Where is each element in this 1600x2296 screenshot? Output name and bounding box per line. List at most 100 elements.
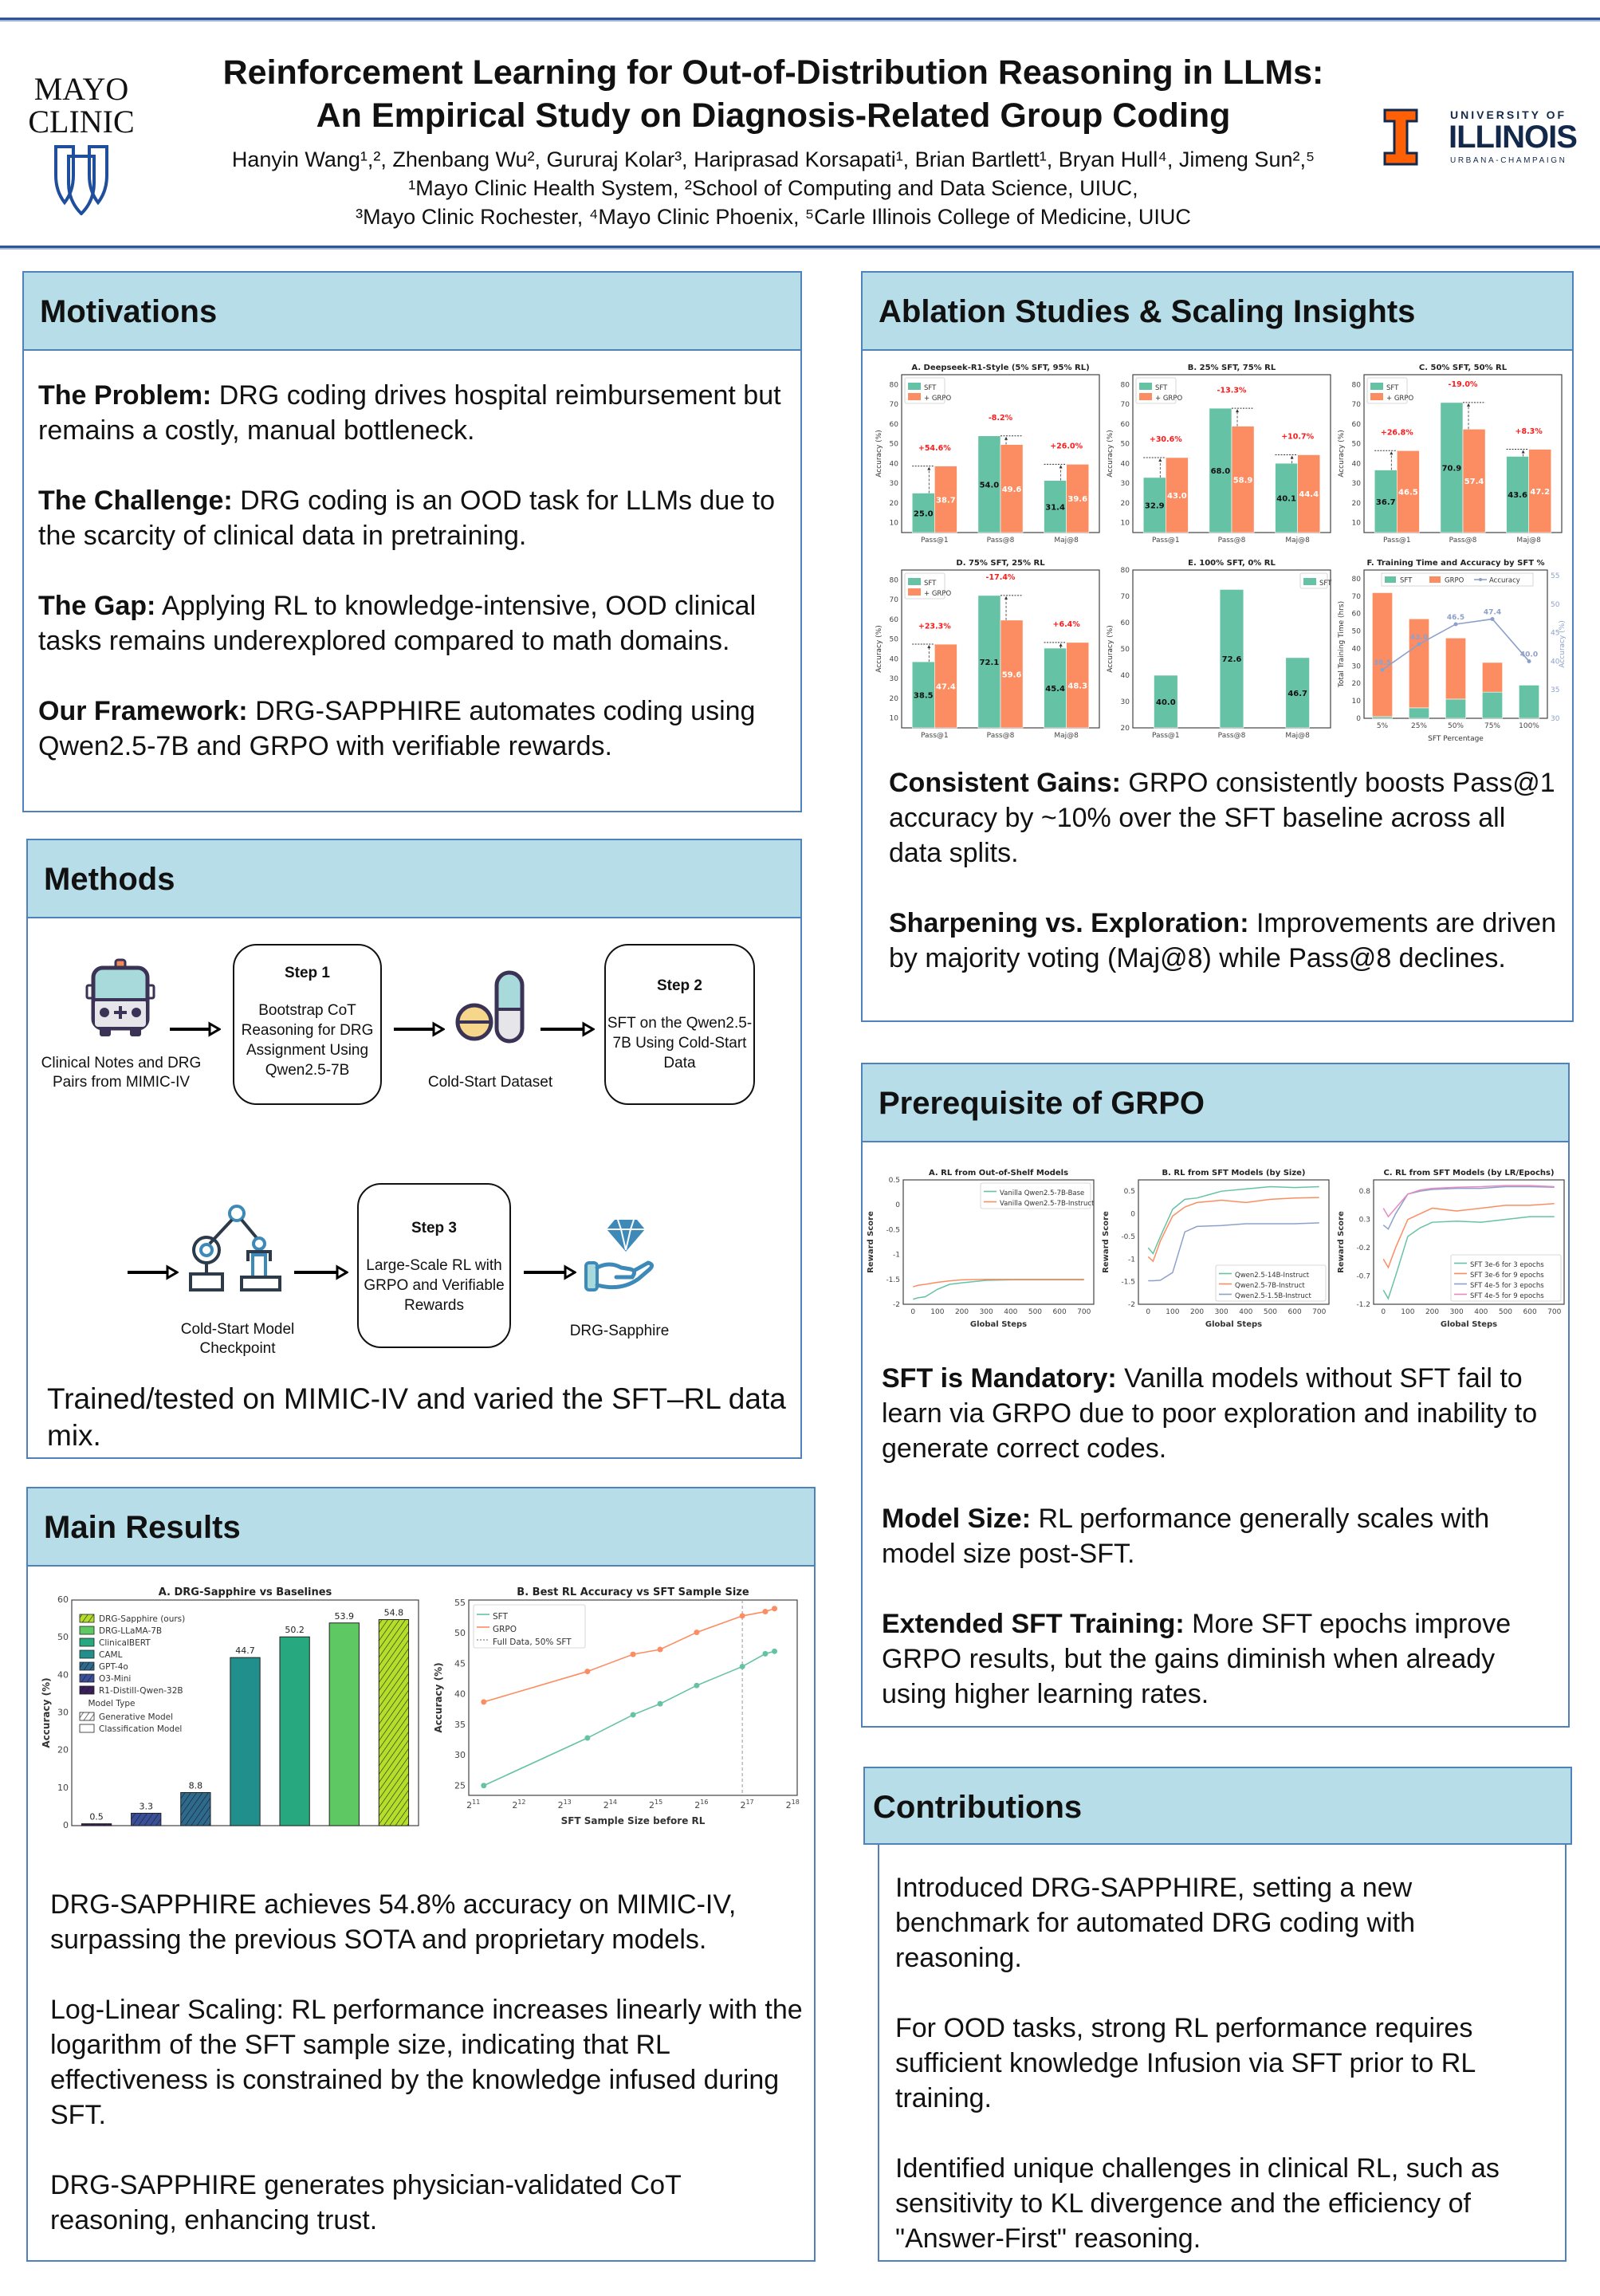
- delta-label: +8.3%: [1515, 427, 1543, 436]
- bar-sft: [1142, 477, 1166, 533]
- y-tick-label: -0.5: [1121, 1233, 1135, 1241]
- y-tick-label: 55: [1551, 572, 1559, 580]
- bar-grpo: [1297, 454, 1321, 533]
- bar-grpo: [1409, 618, 1429, 709]
- y-tick-label: 0: [895, 1201, 900, 1209]
- legend-label: + GRPO: [924, 395, 951, 403]
- ablation-heading: Ablation Studies & Scaling Insights: [863, 273, 1572, 351]
- data-point: [694, 1630, 700, 1636]
- chart-title: B. 25% SFT, 75% RL: [1188, 364, 1276, 372]
- legend-label: SFT: [1155, 384, 1168, 392]
- data-point: [762, 1609, 769, 1615]
- accuracy-point: [1380, 667, 1385, 672]
- delta-label: +6.4%: [1053, 620, 1081, 629]
- y-axis-label: Accuracy (%): [875, 625, 883, 673]
- illinois-block-i-icon: [1383, 108, 1418, 166]
- arrow-icon: [394, 1021, 445, 1037]
- bar-value-label: 44.7: [235, 1645, 255, 1656]
- legend-label: GRPO: [1445, 577, 1464, 585]
- y-axis-label: Reward Score: [1337, 1211, 1346, 1273]
- y-tick-label: 50: [1352, 441, 1362, 449]
- legend-swatch: [908, 578, 921, 585]
- x-tick-label: Pass@1: [921, 732, 949, 740]
- x-tick-label: 0: [1146, 1308, 1150, 1316]
- step3-title: Step 3: [411, 1220, 458, 1236]
- bar-caml: [230, 1657, 261, 1826]
- bar-sft: [1445, 698, 1466, 719]
- y-tick-label: 30: [454, 1750, 466, 1760]
- chart-svg: A. Deepseek-R1-Style (5% SFT, 95% RL) 10 2…: [875, 364, 1100, 545]
- y-tick-label: -2: [1128, 1301, 1135, 1309]
- chart-svg: A. RL from Out-of-Shelf Models -2 -1.5 -1 -0…: [867, 1169, 1095, 1329]
- legend-label: SFT: [924, 580, 937, 588]
- x-tick-label: 200: [1190, 1308, 1204, 1316]
- y-tick-label: 70: [890, 596, 899, 604]
- chart-svg: B. Best RL Accuracy vs SFT Sample Size25…: [433, 1586, 800, 1826]
- x-tick-label: Maj@8: [1054, 537, 1079, 545]
- x-tick-label: 50%: [1448, 722, 1464, 730]
- lead: SFT is Mandatory:: [882, 1363, 1117, 1394]
- legend-label: R1-Distill-Qwen-32B: [99, 1686, 183, 1696]
- series-line: [1382, 1216, 1555, 1300]
- y-axis-label: Total Training Time (hrs): [1338, 601, 1346, 688]
- y-tick-label: -0.7: [1356, 1273, 1370, 1281]
- x-tick-label: 400: [1239, 1308, 1252, 1316]
- legend-swatch: [1429, 576, 1441, 583]
- y-axis-label: Accuracy (%): [1107, 625, 1114, 673]
- y-tick-label: 40: [57, 1669, 69, 1680]
- bar-value-label: 72.1: [980, 659, 1000, 667]
- bar-sft: [1374, 470, 1398, 533]
- result-reasoning: DRG-SAPPHIRE generates physician-validat…: [50, 2170, 682, 2235]
- legend-swatch: [1479, 578, 1482, 581]
- legend-label: Qwen2.5-14B-Instruct: [1235, 1272, 1310, 1280]
- series-line: [1147, 1197, 1319, 1263]
- legend-label: GPT-4o: [99, 1662, 128, 1672]
- y-tick-label: 60: [1352, 421, 1362, 429]
- x-tick-label: 300: [1215, 1308, 1229, 1316]
- y-tick-label: 60: [890, 616, 899, 624]
- legend-frame: [980, 1182, 1091, 1209]
- x-tick-label: 214: [603, 1799, 617, 1810]
- y-tick-label: 50: [454, 1628, 466, 1638]
- y-tick-label: 60: [57, 1594, 69, 1605]
- x-tick-label: 213: [558, 1799, 572, 1810]
- x-tick-label: Pass@8: [1218, 537, 1246, 545]
- bar-sft: [1044, 480, 1067, 533]
- y-tick-label: 80: [1352, 381, 1362, 389]
- prereq-extended-sft: Extended SFT Training: More SFT epochs i…: [882, 1606, 1555, 1712]
- y-tick-label: 45: [1551, 630, 1559, 638]
- bar-grpo: [1000, 619, 1024, 729]
- y-axis-label: Accuracy (%): [41, 1677, 52, 1748]
- x-tick-label: 400: [1004, 1308, 1017, 1316]
- legend-label: Accuracy: [1489, 577, 1520, 585]
- x-tick-label: 216: [694, 1799, 708, 1810]
- legend-label: SFT: [1386, 384, 1399, 392]
- delta-label: +30.6%: [1150, 435, 1182, 444]
- series-line: [483, 1650, 775, 1787]
- bar-grpo: [934, 643, 957, 729]
- x-tick-label: 100: [930, 1308, 944, 1316]
- y-tick-label: -1: [1128, 1256, 1135, 1264]
- bar-value-label: 53.9: [335, 1611, 355, 1622]
- legend-label: SFT 4e-5 for 9 epochs: [1470, 1292, 1544, 1300]
- legend-label: Vanilla Qwen2.5-7B-Base: [1000, 1189, 1084, 1197]
- legend-label: Classification Model: [99, 1724, 182, 1734]
- y-tick-label: 30: [1121, 480, 1130, 488]
- legend-swatch: [79, 1649, 95, 1659]
- text: GRPO consistently boosts Pass@1 accuracy…: [889, 768, 1555, 868]
- bar-grpo: [1000, 444, 1024, 533]
- x-axis-label: Global Steps: [970, 1320, 1027, 1329]
- bar-value-label: 36.7: [1376, 498, 1396, 507]
- bar-value-label: 31.4: [1045, 503, 1065, 512]
- data-point: [584, 1735, 591, 1741]
- arrow-icon: [294, 1264, 348, 1280]
- text: RL performance generally scales with mod…: [882, 1504, 1490, 1569]
- tick-exponent: 12: [517, 1799, 525, 1806]
- delta-label: -19.0%: [1449, 380, 1478, 389]
- y-tick-label: 70: [1352, 401, 1362, 409]
- series-line: [1382, 1185, 1555, 1230]
- result-accuracy: DRG-SAPPHIRE achieves 54.8% accuracy on …: [50, 1889, 737, 1955]
- legend-swatch-hatch: [80, 1662, 94, 1670]
- mayo-shield-icon: [54, 145, 108, 216]
